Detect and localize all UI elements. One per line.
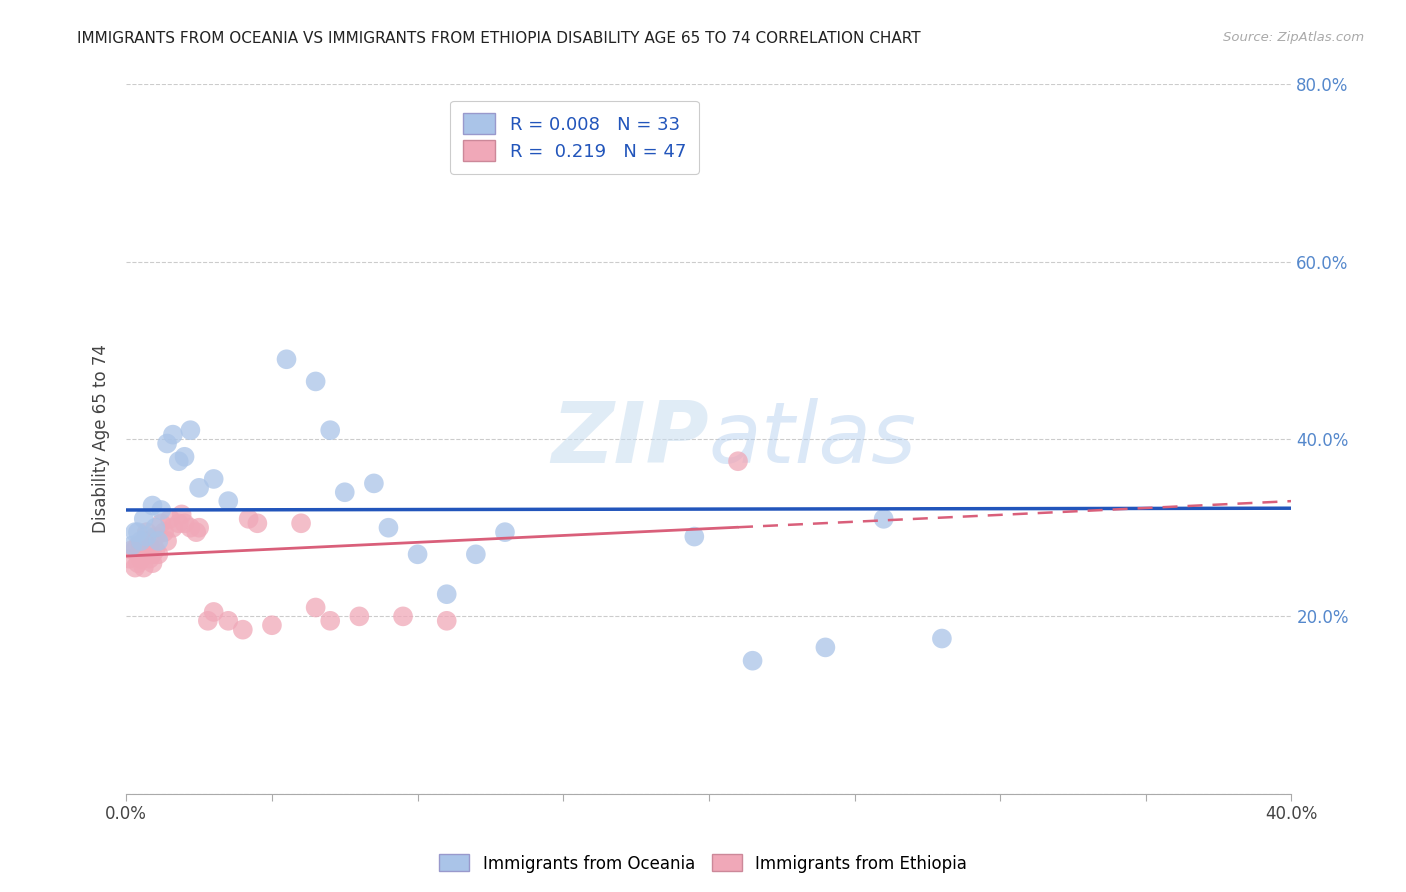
Point [349,609,371,624]
Point [436,587,458,601]
Point [319,423,342,437]
Point [132,534,155,549]
Text: IMMIGRANTS FROM OCEANIA VS IMMIGRANTS FROM ETHIOPIA DISABILITY AGE 65 TO 74 CORR: IMMIGRANTS FROM OCEANIA VS IMMIGRANTS FR… [77,31,921,46]
Point [333,485,356,500]
Y-axis label: Disability Age 65 to 74: Disability Age 65 to 74 [93,344,110,533]
Point [156,534,179,549]
Point [141,547,163,561]
Point [150,503,173,517]
Point [118,551,141,566]
Point [741,654,763,668]
Point [179,423,201,437]
Point [129,551,152,566]
Point [290,516,312,531]
Point [124,560,146,574]
Point [121,542,143,557]
Point [202,605,225,619]
Point [135,525,157,540]
Point [145,542,167,557]
Point [138,551,160,566]
Point [138,542,160,557]
Point [132,512,155,526]
Point [170,508,193,522]
Point [141,556,163,570]
Point [153,525,176,540]
Text: Source: ZipAtlas.com: Source: ZipAtlas.com [1223,31,1364,45]
Point [872,512,894,526]
Point [406,547,429,561]
Point [129,538,152,552]
Point [188,481,211,495]
Point [148,534,170,549]
Point [135,534,157,549]
Point [238,512,260,526]
Point [150,516,173,531]
Point [392,609,415,624]
Point [464,547,486,561]
Point [202,472,225,486]
Point [436,614,458,628]
Point [129,547,152,561]
Point [162,427,184,442]
Legend: R = 0.008   N = 33, R =  0.219   N = 47: R = 0.008 N = 33, R = 0.219 N = 47 [450,101,699,174]
Point [167,454,190,468]
Point [304,375,326,389]
Text: atlas: atlas [709,398,917,481]
Point [138,538,160,552]
Point [173,450,195,464]
Point [121,538,143,552]
Point [186,525,208,540]
Point [377,521,399,535]
Point [246,516,269,531]
Point [127,538,149,552]
Point [232,623,254,637]
Point [132,547,155,561]
Point [135,530,157,544]
Point [124,525,146,540]
Point [179,521,201,535]
Point [814,640,837,655]
Point [197,614,219,628]
Point [276,352,298,367]
Point [173,516,195,531]
Point [124,542,146,557]
Point [129,534,152,549]
Point [127,525,149,540]
Point [319,614,342,628]
Point [683,530,706,544]
Point [159,512,181,526]
Legend: Immigrants from Oceania, Immigrants from Ethiopia: Immigrants from Oceania, Immigrants from… [433,847,973,880]
Point [260,618,283,632]
Point [167,516,190,531]
Point [217,614,239,628]
Point [931,632,953,646]
Point [127,556,149,570]
Point [363,476,385,491]
Point [727,454,749,468]
Point [304,600,326,615]
Point [145,521,167,535]
Text: ZIP: ZIP [551,398,709,481]
Point [132,560,155,574]
Point [188,521,211,535]
Point [145,530,167,544]
Point [162,521,184,535]
Point [217,494,239,508]
Point [494,525,516,540]
Point [156,436,179,450]
Point [148,547,170,561]
Point [141,499,163,513]
